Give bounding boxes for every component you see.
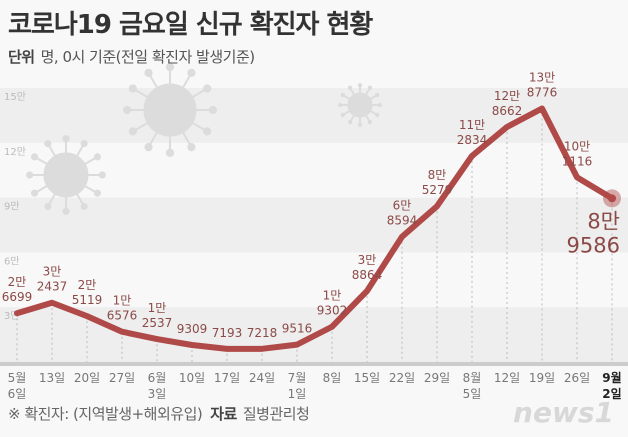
source-label: 자료 xyxy=(210,405,237,423)
data-label: 1만 xyxy=(148,301,167,315)
y-tick-label: 6만 xyxy=(4,255,20,267)
note: ※ 확진자: (지역발생+해외유입) xyxy=(8,405,203,423)
y-tick-label: 12만 xyxy=(4,146,26,158)
data-label: 6만 xyxy=(393,199,412,213)
data-label: 11만 xyxy=(459,118,485,132)
data-label: 12만 xyxy=(494,89,520,103)
chart-title: 코로나19 금요일 신규 확진자 현황 xyxy=(8,10,373,40)
x-tick-label: 22일 xyxy=(389,371,415,385)
x-tick-label: 17일 xyxy=(214,371,240,385)
x-tick-label: 2일 xyxy=(602,387,621,401)
data-point xyxy=(608,194,616,203)
data-label: 8만 xyxy=(428,168,447,182)
data-label: 13만 xyxy=(529,71,555,85)
unit-text: 명, 0시 기준(전일 확진자 발생기준) xyxy=(40,48,256,66)
data-label: 2537 xyxy=(142,316,173,330)
data-label: 3만 xyxy=(358,253,377,267)
data-label: 2만 xyxy=(8,275,27,289)
x-tick-label: 1일 xyxy=(288,387,307,401)
data-label: 5119 xyxy=(72,293,103,307)
x-tick-label: 12일 xyxy=(494,371,520,385)
data-label: 10만 xyxy=(564,139,590,153)
x-tick-label: 8일 xyxy=(323,371,342,385)
x-tick-label: 20일 xyxy=(74,371,100,385)
data-label: 8776 xyxy=(527,86,558,100)
data-label: 8594 xyxy=(387,214,418,228)
footer-note: ※ 확진자: (지역발생+해외유입) 자료 질병관리청 xyxy=(8,403,310,424)
data-label: 7218 xyxy=(247,326,278,340)
x-tick-label: 24일 xyxy=(249,371,275,385)
x-tick-label: 26일 xyxy=(564,371,590,385)
data-label: 2437 xyxy=(37,280,68,294)
x-tick-label: 6일 xyxy=(8,387,27,401)
x-tick-label: 5일 xyxy=(463,387,482,401)
series-line xyxy=(14,105,615,352)
x-tick-label: 19일 xyxy=(529,371,555,385)
x-tick-label: 29일 xyxy=(424,371,450,385)
x-tick-label: 9월 xyxy=(602,370,621,385)
x-tick-label: 27일 xyxy=(109,371,135,385)
data-label: 9586 xyxy=(567,233,620,257)
unit-label: 단위 xyxy=(8,48,35,66)
x-tick-label: 13일 xyxy=(39,371,65,385)
data-label: 8864 xyxy=(352,268,383,282)
data-label: 8662 xyxy=(492,104,523,118)
data-label: 8만 xyxy=(587,209,620,233)
data-label: 6576 xyxy=(107,309,138,323)
data-label: 1만 xyxy=(323,289,342,303)
data-label: 7193 xyxy=(212,326,243,340)
data-label: 9302 xyxy=(317,304,348,318)
data-label: 6699 xyxy=(2,290,33,304)
virus-icon xyxy=(26,135,106,215)
x-tick-label: 7월 xyxy=(288,371,307,385)
data-label: 5279 xyxy=(422,183,453,197)
x-tick-label: 6월 xyxy=(148,371,167,385)
chart-subtitle: 단위 명, 0시 기준(전일 확진자 발생기준) xyxy=(8,46,255,67)
x-tick-label: 3일 xyxy=(148,387,167,401)
source: 질병관리청 xyxy=(242,405,310,423)
y-tick-label: 15만 xyxy=(4,91,26,103)
data-label: 3만 xyxy=(43,265,62,279)
x-tick-label: 15일 xyxy=(354,371,380,385)
data-label: 2만 xyxy=(78,278,97,292)
data-label: 2834 xyxy=(457,133,488,147)
grid-band xyxy=(0,197,628,253)
data-label: 1116 xyxy=(562,154,593,168)
x-tick-label: 10일 xyxy=(179,371,205,385)
data-label: 9309 xyxy=(177,322,208,336)
virus-icon xyxy=(338,83,382,127)
data-label: 9516 xyxy=(282,322,313,336)
x-tick-label: 5월 xyxy=(8,371,27,385)
x-axis xyxy=(0,362,628,366)
data-label: 1만 xyxy=(113,294,132,308)
y-tick-label: 9만 xyxy=(4,201,20,213)
news1-logo: news1 xyxy=(513,396,614,429)
x-tick-label: 8월 xyxy=(463,371,482,385)
virus-icon xyxy=(122,62,218,158)
